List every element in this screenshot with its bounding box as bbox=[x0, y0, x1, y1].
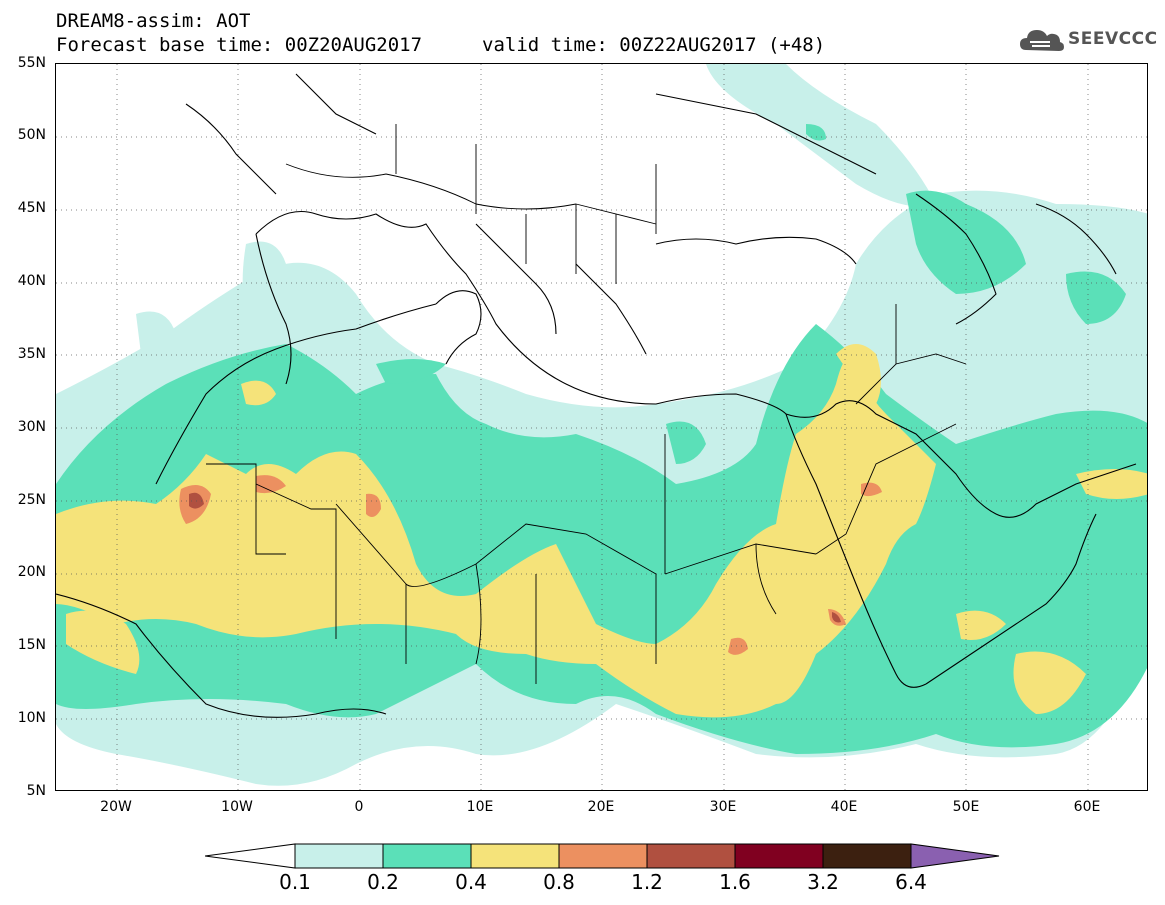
lon-label-10w: 10W bbox=[221, 799, 253, 815]
base-time: Forecast base time: 00Z20AUG2017 bbox=[56, 34, 423, 56]
legend-label-1.2: 1.2 bbox=[631, 870, 663, 894]
cloud-logo-icon bbox=[1020, 30, 1064, 51]
lon-label-20e: 20E bbox=[587, 799, 615, 815]
coastlines bbox=[56, 73, 1137, 718]
legend-arrow-low bbox=[205, 843, 296, 869]
legend-label-0.8: 0.8 bbox=[543, 870, 575, 894]
legend-label-0.1: 0.1 bbox=[279, 870, 311, 894]
legend-swatch-1.2-1.6 bbox=[646, 843, 736, 869]
forecast-times: Forecast base time: 00Z20AUG2017 valid ti… bbox=[56, 34, 825, 56]
legend-swatch-1.6-3.2 bbox=[734, 843, 824, 869]
legend-arrow-high bbox=[910, 843, 1000, 869]
legend-swatch-3.2-6.4 bbox=[822, 843, 912, 869]
legend-swatch-0.8-1.2 bbox=[558, 843, 648, 869]
lon-label-0: 0 bbox=[354, 799, 364, 815]
logo-text: SEEVCCC bbox=[1068, 29, 1158, 49]
lat-label-5n: 5N bbox=[26, 783, 46, 799]
lon-label-60e: 60E bbox=[1073, 799, 1101, 815]
lat-label-55n: 55N bbox=[17, 55, 46, 71]
country-borders bbox=[206, 124, 967, 684]
lat-label-35n: 35N bbox=[17, 346, 46, 362]
lon-label-20w: 20W bbox=[100, 799, 132, 815]
lat-label-50n: 50N bbox=[17, 127, 46, 143]
legend-label-3.2: 3.2 bbox=[807, 870, 839, 894]
lon-label-30e: 30E bbox=[709, 799, 737, 815]
lon-label-50e: 50E bbox=[952, 799, 980, 815]
lat-label-15n: 15N bbox=[17, 637, 46, 653]
lat-label-20n: 20N bbox=[17, 564, 46, 580]
legend-label-6.4: 6.4 bbox=[895, 870, 927, 894]
map-panel bbox=[55, 63, 1148, 791]
legend-swatch-0.1-0.2 bbox=[294, 843, 384, 869]
aot-map bbox=[56, 64, 1147, 790]
legend-label-0.4: 0.4 bbox=[455, 870, 487, 894]
lat-label-30n: 30N bbox=[17, 419, 46, 435]
aot-0.4-0.8-field bbox=[56, 344, 1147, 718]
lat-label-40n: 40N bbox=[17, 273, 46, 289]
lat-label-10n: 10N bbox=[17, 710, 46, 726]
legend-swatch-0.4-0.8 bbox=[470, 843, 560, 869]
lon-label-40e: 40E bbox=[830, 799, 858, 815]
color-legend bbox=[205, 843, 1000, 869]
legend-label-0.2: 0.2 bbox=[367, 870, 399, 894]
map-title: DREAM8-assim: AOT bbox=[56, 10, 251, 32]
lon-label-10e: 10E bbox=[466, 799, 494, 815]
valid-time: valid time: 00Z22AUG2017 (+48) bbox=[482, 34, 826, 56]
seevccc-logo: SEEVCCC bbox=[1018, 22, 1158, 58]
lat-label-25n: 25N bbox=[17, 492, 46, 508]
legend-swatch-0.2-0.4 bbox=[382, 843, 472, 869]
legend-label-1.6: 1.6 bbox=[719, 870, 751, 894]
lat-label-45n: 45N bbox=[17, 200, 46, 216]
